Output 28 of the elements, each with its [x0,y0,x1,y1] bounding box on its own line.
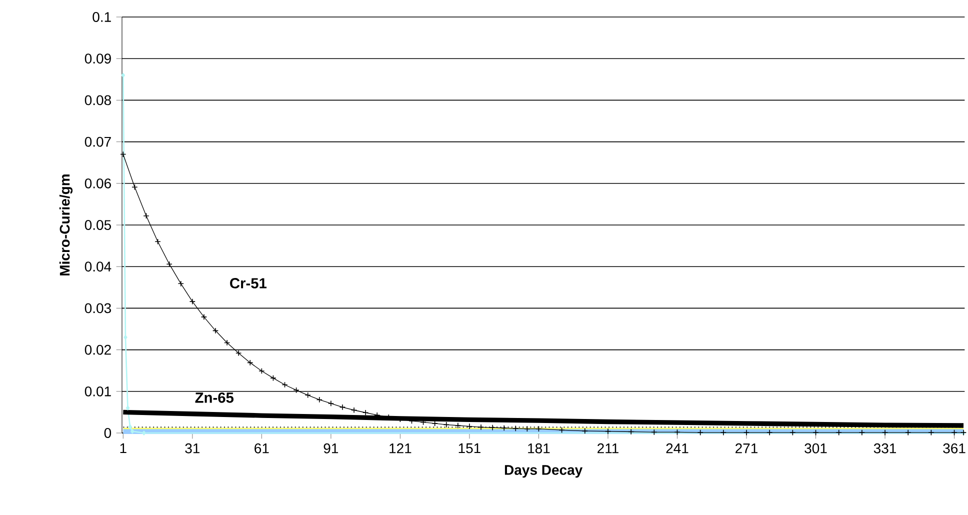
x-tick-label: 211 [598,443,618,454]
y-axis-title: Micro-Curie/gm [59,174,73,276]
x-tick-label: 181 [528,443,550,454]
y-tick-label: 0.01 [84,386,111,396]
x-tick-label: 241 [666,443,688,454]
x-tick-label: 361 [943,443,966,454]
y-tick-label: 0.02 [84,344,111,355]
x-tick-label: 151 [458,443,480,454]
x-tick-label: 331 [874,443,896,454]
x-tick-label: 1 [120,443,126,454]
x-tick-label: 91 [324,443,338,454]
y-tick-label: 0 [104,428,112,438]
x-tick-label: 31 [185,443,200,454]
x-tick-label: 61 [254,443,269,454]
y-tick-label: 0.07 [84,136,111,147]
y-tick-label: 0.09 [84,54,111,64]
series-label: Zn-65 [195,392,234,403]
y-tick-label: 0.04 [84,262,112,272]
text: Cr-51 [230,278,267,288]
x-tick-label: 301 [804,443,827,454]
y-tick-label: 0.08 [84,95,111,106]
x-axis-title: Days Decay [504,465,583,478]
x-tick-label: 271 [736,443,758,454]
y-tick-label: 0.06 [84,178,111,188]
x-tick-label: 121 [390,443,412,454]
y-tick-label: 0.05 [84,220,112,230]
y-tick-label: 0.03 [84,303,111,314]
y-tick-label: 0.1 [92,12,111,22]
